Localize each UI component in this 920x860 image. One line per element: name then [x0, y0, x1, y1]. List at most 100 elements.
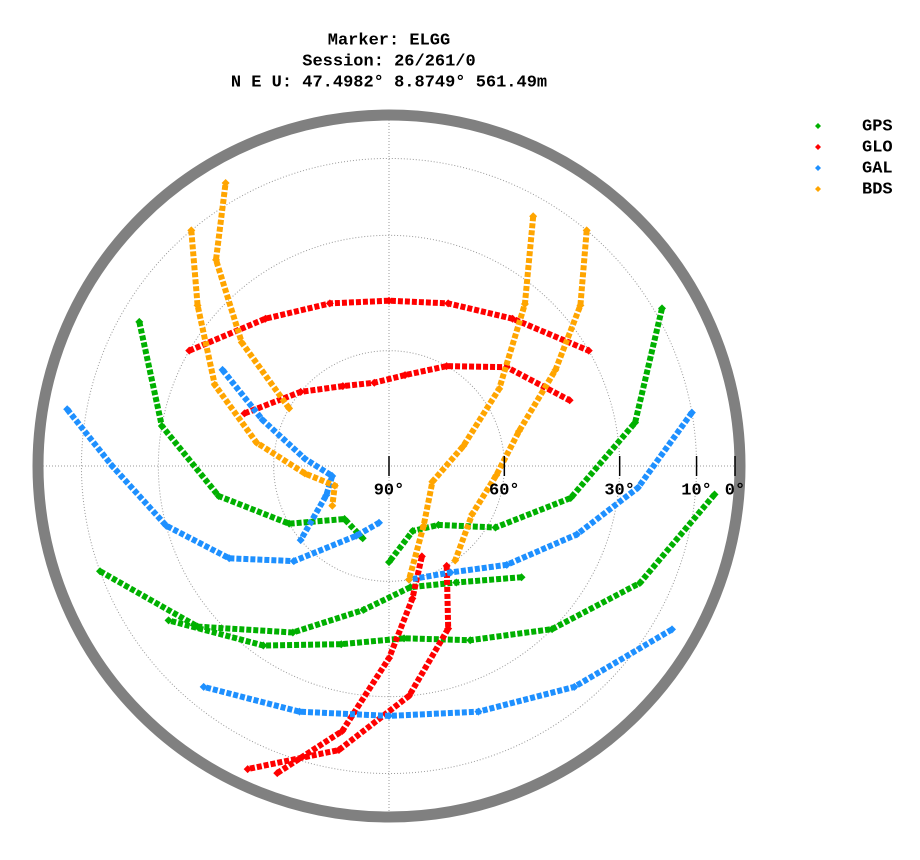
satellite-point — [551, 365, 560, 374]
satellite-point — [570, 682, 579, 691]
satellite-point — [400, 634, 409, 643]
legend-marker — [815, 165, 821, 171]
satellite-point — [334, 745, 343, 754]
track — [220, 368, 336, 542]
satellite-point — [221, 179, 230, 188]
satellite-point — [405, 575, 414, 584]
satellite-point — [296, 387, 305, 396]
satellite-point — [434, 520, 443, 529]
satellite-point — [428, 477, 437, 486]
satellite-point — [210, 380, 219, 389]
title-line: N E U: 47.4982° 8.8749° 561.49m — [231, 73, 547, 92]
satellite-point — [214, 492, 223, 501]
satellite-point — [218, 365, 227, 374]
legend-label: BDS — [862, 180, 893, 199]
satellite-point — [252, 438, 261, 447]
title-line: Marker: ELGG — [328, 31, 450, 50]
satellite-point — [328, 472, 337, 481]
satellite-point — [164, 616, 173, 625]
satellite-point — [187, 226, 196, 235]
satellite-point — [514, 427, 523, 436]
satellite-point — [566, 494, 575, 503]
satellite-point — [359, 605, 368, 614]
tick-label: 60° — [489, 481, 520, 500]
legend-label: GAL — [862, 159, 893, 178]
tick-label: 90° — [374, 481, 405, 500]
satellite-point — [633, 483, 642, 492]
track — [408, 410, 695, 583]
tick-label: 30° — [604, 481, 635, 500]
satellite-point — [295, 707, 304, 716]
satellite-point — [385, 711, 393, 720]
satellite-point — [374, 518, 383, 527]
satellite-point — [520, 300, 529, 309]
satellite-point — [444, 624, 453, 633]
satellite-point — [442, 561, 451, 570]
satellite-point — [240, 409, 249, 418]
satellite-point — [338, 382, 347, 391]
legend-marker — [815, 186, 821, 192]
satellite-point — [162, 521, 171, 530]
satellite-point — [157, 421, 166, 430]
legend-marker — [815, 144, 821, 150]
satellite-point — [548, 625, 557, 634]
satellite-point — [492, 471, 501, 480]
satellite-point — [135, 317, 144, 326]
satellite-point — [405, 691, 414, 700]
satellite-point — [466, 636, 475, 645]
tick-label: 0° — [725, 481, 745, 500]
satellite-point — [212, 255, 221, 264]
satellite-point — [108, 462, 117, 470]
satellite-point — [273, 769, 282, 778]
track — [212, 182, 292, 411]
satellite-point — [508, 314, 517, 323]
satellite-point — [322, 491, 331, 500]
satellite-point — [687, 408, 696, 417]
legend-label: GLO — [862, 138, 893, 157]
track — [136, 321, 365, 541]
satellite-point — [352, 531, 361, 540]
satellite-point — [296, 536, 305, 545]
satellite-point — [468, 510, 477, 519]
satellite-point — [442, 362, 451, 371]
satellite-point — [576, 301, 585, 310]
satellite-point — [444, 299, 453, 308]
satellite-point — [408, 594, 417, 603]
satellite-point — [370, 378, 379, 387]
satellite-point — [225, 554, 234, 563]
satellite-point — [261, 314, 270, 323]
satellite-point — [328, 501, 337, 510]
satellite-point — [417, 552, 426, 561]
satellite-point — [385, 654, 393, 663]
satellite-point — [385, 558, 393, 567]
satellite-point — [288, 628, 297, 637]
satellite-point — [259, 641, 268, 650]
satellite-point — [419, 521, 428, 530]
satellite-point — [185, 346, 194, 355]
satellite-point — [193, 301, 202, 310]
satellite-point — [495, 384, 504, 393]
satellite-point — [193, 622, 202, 631]
satellite-point — [474, 707, 483, 716]
satellite-point — [582, 226, 591, 235]
satellite-point — [459, 442, 468, 451]
legend-label: GPS — [862, 117, 893, 136]
satellite-point — [340, 515, 349, 524]
satellite-point — [408, 527, 417, 536]
track — [243, 363, 571, 417]
satellite-point — [199, 682, 208, 691]
tick-label: 10° — [681, 481, 712, 500]
satellite-point — [517, 573, 526, 582]
satellite-point — [710, 490, 719, 499]
satellite-point — [338, 727, 347, 736]
satellite-point — [584, 346, 593, 355]
satellite-point — [529, 212, 538, 221]
satellite-point — [325, 299, 334, 308]
track — [202, 626, 674, 719]
legend-marker — [815, 123, 821, 129]
satellite-point — [502, 560, 511, 569]
satellite-point — [401, 371, 410, 380]
satellite-point — [300, 454, 309, 463]
